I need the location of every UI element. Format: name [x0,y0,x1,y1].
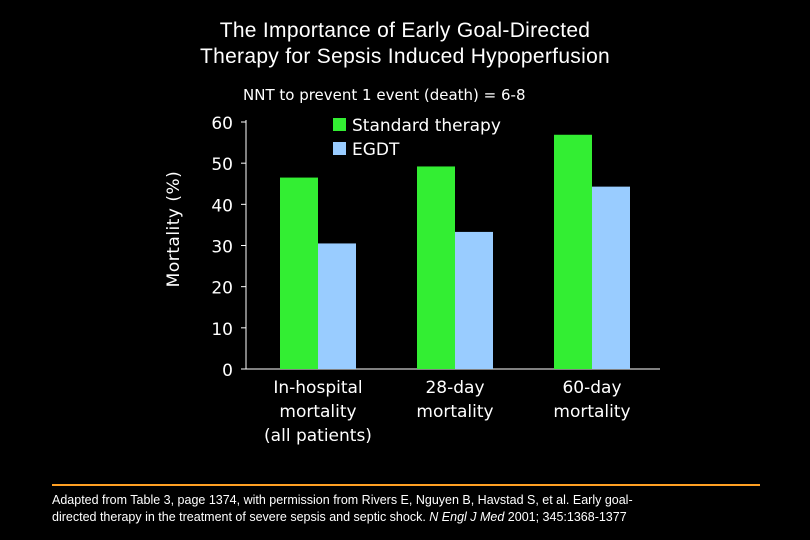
x-category-label: (all patients) [264,426,372,446]
citation-line-2-tail: 2001; 345:1368-1377 [504,510,627,524]
bar-standard-therapy-2 [554,134,592,369]
legend-label-0: Standard therapy [352,116,501,136]
citation: Adapted from Table 3, page 1374, with pe… [52,492,772,526]
y-tick-label: 60 [211,114,233,134]
bar-egdt-2 [592,186,630,369]
title-line-2: Therapy for Sepsis Induced Hypoperfusion [199,45,611,68]
x-category-label: mortality [279,402,356,422]
citation-journal: N Engl J Med [429,510,505,524]
nnt-subtitle: NNT to prevent 1 event (death) = 6-8 [243,86,526,104]
legend-swatch-1 [333,142,346,155]
bar-standard-therapy-1 [417,166,455,369]
x-category-label: 28-day [425,378,484,398]
y-tick-label: 10 [211,320,233,340]
y-tick-label: 40 [211,196,233,216]
mortality-bar-chart: 0 10 20 30 40 50 60 In-hospital mortality (all pa… [211,114,660,446]
y-tick-label: 0 [222,361,233,381]
legend-label-1: EGDT [352,140,400,160]
legend-swatch-0 [333,118,346,131]
x-category-label: In-hospital [273,378,362,398]
citation-divider [52,484,760,486]
x-category-label: mortality [553,402,630,422]
bar-standard-therapy-0 [280,177,318,369]
y-tick-label: 30 [211,238,233,258]
citation-line-2-text: directed therapy in the treatment of sev… [52,510,430,524]
slide-title: The Importance of Early Goal-Directed Th… [0,18,810,70]
y-tick-label: 50 [211,155,233,175]
x-category-label: 60-day [562,378,621,398]
x-category-label: mortality [416,402,493,422]
bar-egdt-0 [318,243,356,369]
y-tick-label: 20 [211,279,233,299]
bar-egdt-1 [455,231,493,369]
citation-line-2: directed therapy in the treatment of sev… [52,510,627,524]
title-line-1: The Importance of Early Goal-Directed [219,19,591,42]
citation-line-1: Adapted from Table 3, page 1374, with pe… [52,493,633,507]
